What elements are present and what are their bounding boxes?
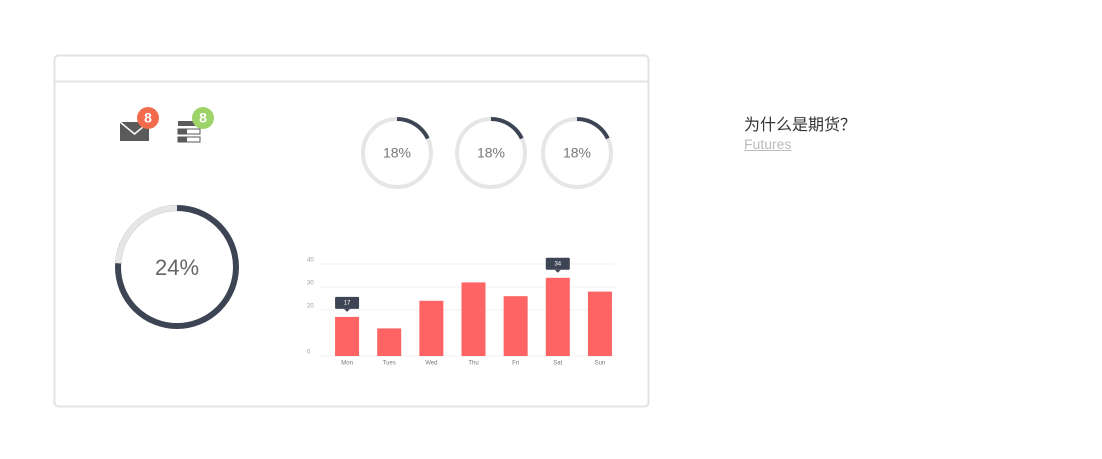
bar — [377, 328, 402, 356]
y-tick-label: 20 — [307, 304, 314, 310]
y-tick-label: 30 — [307, 281, 314, 287]
badge-count: 8 — [144, 110, 152, 126]
tooltip — [335, 296, 360, 309]
x-tick-label: Tues — [383, 361, 396, 367]
y-tick-label: 40 — [307, 258, 314, 264]
list-icon — [177, 121, 201, 143]
gauge-arc — [490, 117, 524, 140]
bar — [503, 296, 528, 356]
x-tick-label: Thu — [468, 361, 478, 367]
x-tick-label: Fri — [512, 361, 519, 367]
bar — [545, 277, 570, 356]
x-tick-label: Sat — [553, 361, 562, 367]
tooltip-value: 34 — [554, 261, 561, 267]
badge — [192, 107, 214, 129]
main-gauge-arc — [115, 205, 178, 264]
gauge-label: 18% — [563, 145, 591, 161]
x-tick-label: Mon — [341, 361, 353, 367]
gauge-arc — [396, 117, 430, 140]
bar — [335, 316, 360, 356]
tooltip — [545, 257, 570, 270]
x-tick-label: Sun — [595, 361, 606, 367]
bar — [419, 300, 444, 356]
badge-count: 8 — [199, 110, 207, 126]
gauge-arc — [576, 117, 610, 140]
bar — [461, 282, 486, 356]
badge — [137, 107, 159, 129]
question: 为什么是期货？ — [744, 115, 857, 134]
x-tick-label: Wed — [425, 361, 437, 367]
main-gauge-label: 24% — [155, 255, 199, 280]
bar — [587, 291, 612, 356]
gauge-label: 18% — [477, 145, 505, 161]
futures-link[interactable]: Futures — [744, 136, 792, 152]
tooltip-pointer — [554, 269, 561, 273]
tooltip-pointer — [344, 308, 351, 312]
y-tick-label: 0 — [307, 350, 311, 356]
tooltip-value: 17 — [344, 300, 351, 306]
gauge-label: 18% — [383, 145, 411, 161]
